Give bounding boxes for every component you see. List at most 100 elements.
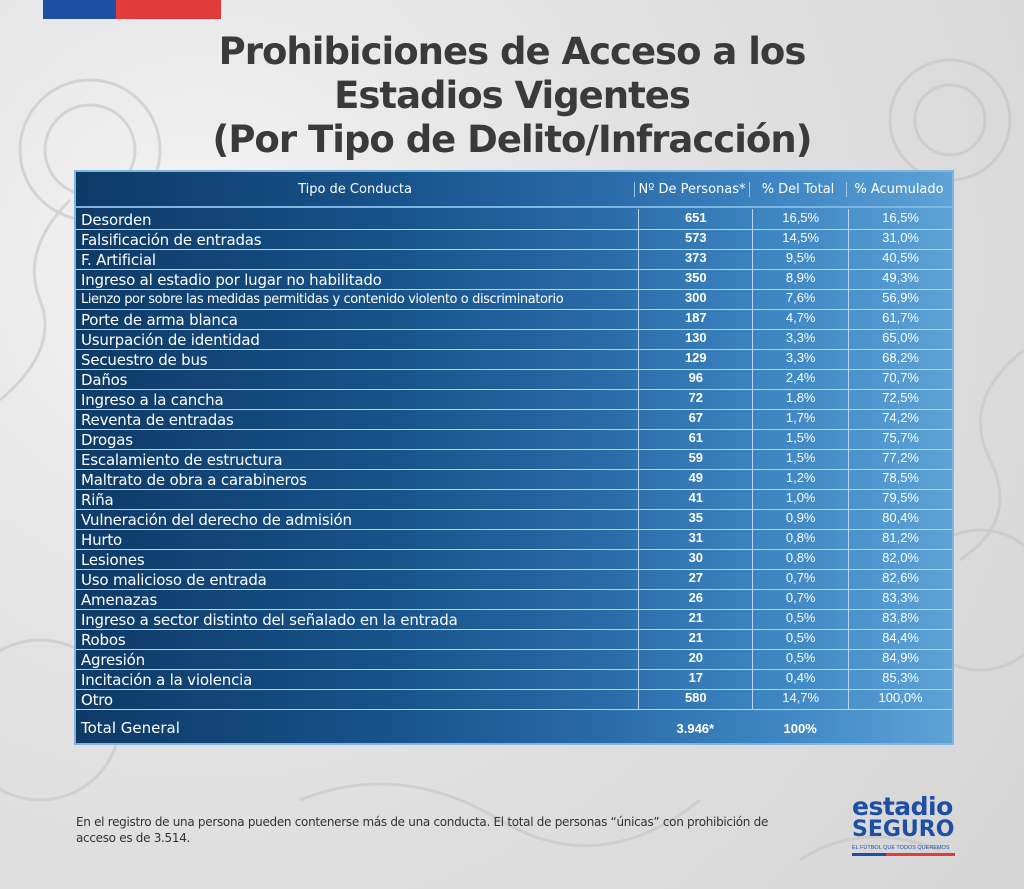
cell-personas: 187: [638, 309, 752, 329]
cell-pct-total: 8,9%: [752, 269, 848, 289]
total-label: Total General: [81, 719, 180, 737]
cell-personas: 373: [638, 249, 752, 269]
cell-pct-total: 1,2%: [752, 469, 848, 489]
cell-pct-acumulado: 68,2%: [848, 349, 952, 369]
table-row: F. Artificial 373 9,5% 40,5%: [76, 249, 952, 270]
cell-conducta: Escalamiento de estructura: [81, 451, 283, 469]
logo-line-2: SEGURO: [852, 817, 955, 842]
cell-pct-acumulado: 72,5%: [848, 389, 952, 409]
cell-pct-total: 0,8%: [752, 549, 848, 569]
cell-pct-acumulado: 84,4%: [848, 629, 952, 649]
table-row: Amenazas 26 0,7% 83,3%: [76, 589, 952, 610]
table-row: Escalamiento de estructura 59 1,5% 77,2%: [76, 449, 952, 470]
table-row: Secuestro de bus 129 3,3% 68,2%: [76, 349, 952, 370]
cell-personas: 20: [638, 649, 752, 669]
cell-conducta: Agresión: [81, 651, 145, 669]
table-row: Riña 41 1,0% 79,5%: [76, 489, 952, 510]
cell-conducta: Drogas: [81, 431, 133, 449]
cell-pct-acumulado: 77,2%: [848, 449, 952, 469]
cell-personas: 49: [638, 469, 752, 489]
title-line-1: Prohibiciones de Acceso a los: [218, 30, 807, 73]
cell-pct-acumulado: 83,8%: [848, 609, 952, 629]
cell-pct-acumulado: 70,7%: [848, 369, 952, 389]
header-tipo-conducta: Tipo de Conducta: [298, 181, 412, 197]
cell-pct-acumulado: 81,2%: [848, 529, 952, 549]
total-pct: 100%: [783, 720, 817, 736]
cell-conducta: Vulneración del derecho de admisión: [81, 511, 352, 529]
cell-conducta: Robos: [81, 631, 126, 649]
flag-blue-segment: [43, 0, 116, 19]
cell-pct-total: 3,3%: [752, 329, 848, 349]
cell-pct-acumulado: 78,5%: [848, 469, 952, 489]
cell-pct-total: 0,9%: [752, 509, 848, 529]
cell-pct-acumulado: 82,6%: [848, 569, 952, 589]
table-row: Agresión 20 0,5% 84,9%: [76, 649, 952, 670]
table-row: Ingreso a la cancha 72 1,8% 72,5%: [76, 389, 952, 410]
cell-pct-total: 3,3%: [752, 349, 848, 369]
cell-conducta: Ingreso a la cancha: [81, 391, 224, 409]
cell-pct-acumulado: 75,7%: [848, 429, 952, 449]
cell-pct-acumulado: 82,0%: [848, 549, 952, 569]
cell-pct-acumulado: 56,9%: [848, 289, 952, 309]
table-row: Drogas 61 1,5% 75,7%: [76, 429, 952, 450]
header-pct-acumulado: % Acumulado: [846, 181, 951, 197]
cell-pct-acumulado: 80,4%: [848, 509, 952, 529]
cell-pct-total: 0,5%: [752, 629, 848, 649]
cell-pct-total: 1,0%: [752, 489, 848, 509]
cell-conducta: Falsificación de entradas: [81, 231, 262, 249]
cell-conducta: Daños: [81, 371, 128, 389]
table-row: Porte de arma blanca 187 4,7% 61,7%: [76, 309, 952, 330]
prohibitions-table: Tipo de Conducta Nº De Personas* % Del T…: [74, 170, 954, 745]
table-row: Incitación a la violencia 17 0,4% 85,3%: [76, 669, 952, 690]
table-row: Otro 580 14,7% 100,0%: [76, 689, 952, 710]
table-body: Desorden 651 16,5% 16,5% Falsificación de en…: [76, 209, 952, 710]
title-line-2: Estadios Vigentes: [334, 74, 691, 117]
cell-pct-acumulado: 40,5%: [848, 249, 952, 269]
cell-conducta: Hurto: [81, 531, 123, 549]
cell-pct-acumulado: 61,7%: [848, 309, 952, 329]
table-header: Tipo de Conducta Nº De Personas* % Del T…: [76, 172, 952, 208]
cell-pct-total: 9,5%: [752, 249, 848, 269]
cell-personas: 41: [638, 489, 752, 509]
table-row: Maltrato de obra a carabineros 49 1,2% 78,5…: [76, 469, 952, 490]
estadio-seguro-logo: estadio SEGURO EL FÚTBOL QUE TODOS QUERE…: [852, 794, 962, 856]
cell-conducta: Ingreso al estadio por lugar no habilita…: [81, 271, 382, 289]
cell-conducta: Ingreso a sector distinto del señalado e…: [81, 611, 458, 629]
cell-conducta: Uso malicioso de entrada: [81, 571, 267, 589]
chile-flag-stripe: [43, 0, 221, 19]
cell-pct-total: 16,5%: [752, 209, 848, 229]
logo-tagline: EL FÚTBOL QUE TODOS QUEREMOS: [852, 845, 950, 851]
cell-personas: 96: [638, 369, 752, 389]
cell-pct-acumulado: 74,2%: [848, 409, 952, 429]
cell-pct-total: 1,5%: [752, 449, 848, 469]
cell-pct-acumulado: 84,9%: [848, 649, 952, 669]
cell-pct-total: 1,7%: [752, 409, 848, 429]
cell-conducta: Otro: [81, 691, 113, 709]
cell-pct-acumulado: 16,5%: [848, 209, 952, 229]
footnote: En el registro de una persona pueden con…: [76, 815, 769, 845]
cell-personas: 67: [638, 409, 752, 429]
table-row: Robos 21 0,5% 84,4%: [76, 629, 952, 650]
cell-pct-acumulado: 83,3%: [848, 589, 952, 609]
table-total-row: Total General 3.946* 100%: [76, 710, 952, 746]
table-row: Lesiones 30 0,8% 82,0%: [76, 549, 952, 570]
table-row: Falsificación de entradas 573 14,5% 31,0%: [76, 229, 952, 250]
logo-bar-blue: [852, 853, 887, 856]
cell-conducta: Reventa de entradas: [81, 411, 234, 429]
cell-conducta: Incitación a la violencia: [81, 671, 253, 689]
cell-pct-total: 0,7%: [752, 569, 848, 589]
cell-pct-total: 0,7%: [752, 589, 848, 609]
cell-conducta: Lesiones: [81, 551, 145, 569]
cell-conducta: Usurpación de identidad: [81, 331, 260, 349]
table-row: Reventa de entradas 67 1,7% 74,2%: [76, 409, 952, 430]
cell-pct-acumulado: 100,0%: [848, 689, 952, 709]
title-line-3: (Por Tipo de Delito/Infracción): [212, 118, 812, 161]
cell-pct-acumulado: 49,3%: [848, 269, 952, 289]
cell-pct-acumulado: 31,0%: [848, 229, 952, 249]
page-title: Prohibiciones de Acceso a los Estadios V…: [0, 30, 1024, 162]
cell-conducta: Lienzo por sobre las medidas permitidas …: [81, 292, 564, 307]
cell-personas: 130: [638, 329, 752, 349]
cell-pct-total: 1,8%: [752, 389, 848, 409]
cell-pct-total: 14,7%: [752, 689, 848, 709]
cell-pct-total: 0,8%: [752, 529, 848, 549]
